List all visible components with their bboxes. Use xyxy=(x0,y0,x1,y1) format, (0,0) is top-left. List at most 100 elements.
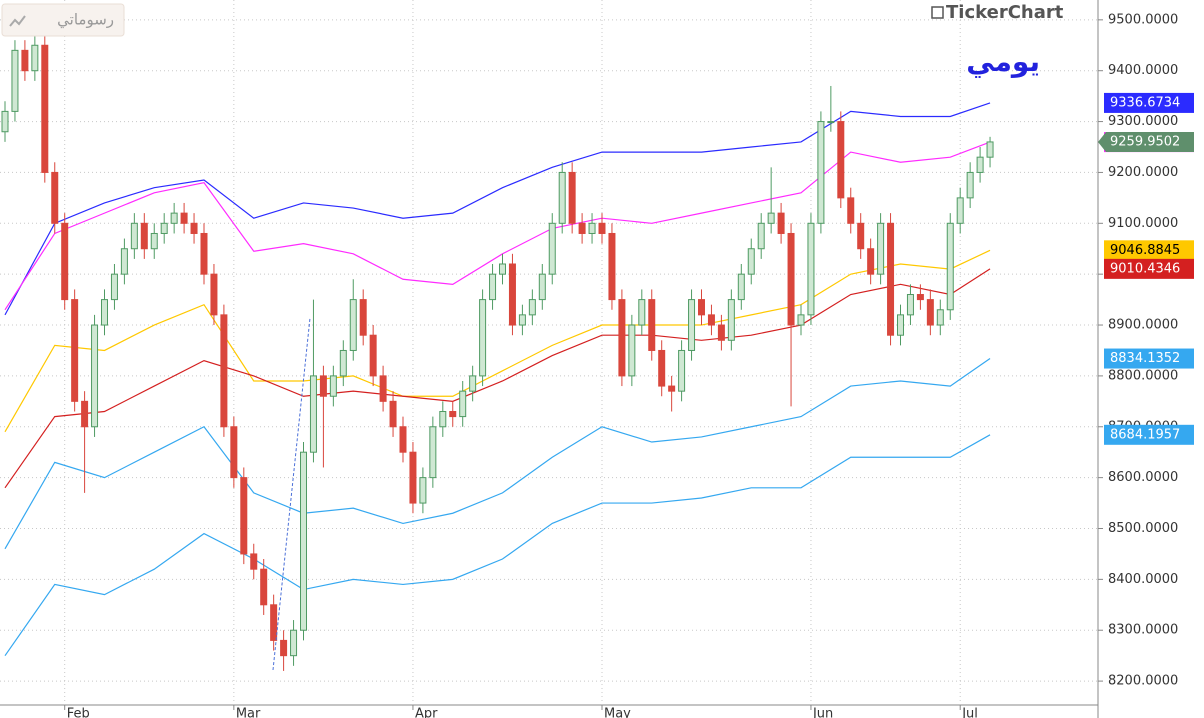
y-tick-label: 8300.0000 xyxy=(1108,623,1178,638)
candle-body xyxy=(906,294,914,316)
candle-body xyxy=(31,44,39,72)
x-tick-label: May xyxy=(604,707,631,718)
candle-body xyxy=(260,568,268,606)
price-label: 9010.4346 xyxy=(1110,261,1180,276)
candle-body xyxy=(11,49,19,112)
candle-body xyxy=(717,324,725,341)
candle-body xyxy=(936,309,944,326)
candle-body xyxy=(91,324,99,428)
candle-body xyxy=(329,375,337,397)
candle-body xyxy=(190,222,198,234)
drawings-button[interactable] xyxy=(1,3,125,37)
price-label: 8684.1957 xyxy=(1110,427,1180,442)
candle-body xyxy=(548,222,556,275)
y-tick-label: 8400.0000 xyxy=(1108,572,1178,587)
candle-body xyxy=(1,110,9,133)
x-tick-label: Mar xyxy=(236,707,261,718)
candle-body xyxy=(966,171,974,199)
y-tick-label: 9400.0000 xyxy=(1108,63,1178,78)
candle-body xyxy=(518,314,526,326)
candle-body xyxy=(439,411,447,428)
candle-body xyxy=(747,248,755,275)
candle-body xyxy=(668,385,676,392)
candle-body xyxy=(140,222,148,250)
candle-body xyxy=(200,232,208,275)
candle-body xyxy=(578,222,586,234)
candle-body xyxy=(220,314,228,428)
drawings-button-label[interactable]: رسوماتي xyxy=(57,11,114,30)
candle-body xyxy=(160,222,168,234)
band-line xyxy=(4,268,991,489)
candle-body xyxy=(867,248,875,275)
candle-body xyxy=(817,121,825,224)
candle-body xyxy=(130,222,138,250)
price-label-box xyxy=(1104,424,1194,445)
candle-body xyxy=(81,400,89,428)
candle-body xyxy=(170,212,178,224)
candle-body xyxy=(588,222,596,234)
price-label-box xyxy=(1104,240,1194,261)
candle-body xyxy=(767,212,775,224)
x-tick-label: Feb xyxy=(67,707,90,718)
candle-body xyxy=(459,390,467,418)
x-tick-label: Jul xyxy=(961,707,978,718)
y-tick-label: 8600.0000 xyxy=(1108,470,1178,485)
candle-body xyxy=(986,141,994,158)
candle-body xyxy=(688,299,696,351)
price-label: 8834.1352 xyxy=(1110,351,1180,366)
band-line xyxy=(4,434,991,657)
candle-body xyxy=(230,426,238,479)
last-price-box xyxy=(1098,131,1194,152)
candle-body xyxy=(847,197,855,224)
candle-body xyxy=(956,197,964,224)
candle-body xyxy=(180,212,188,224)
candle-body xyxy=(658,349,666,387)
candle-body xyxy=(21,49,29,72)
candle-body xyxy=(797,314,805,326)
price-label-box xyxy=(1104,258,1194,279)
y-tick-label: 9500.0000 xyxy=(1108,12,1178,27)
candle-body xyxy=(51,171,59,224)
y-tick-label: 8800.0000 xyxy=(1108,368,1178,383)
candle-body xyxy=(837,121,845,199)
candle-body xyxy=(638,299,646,326)
candle-body xyxy=(110,273,118,301)
candle-body xyxy=(877,222,885,275)
candle-body xyxy=(628,324,636,377)
candle-body xyxy=(648,299,656,351)
candle-body xyxy=(339,349,347,377)
candle-body xyxy=(309,375,317,453)
candle-body xyxy=(568,171,576,224)
candle-body xyxy=(707,314,715,326)
candle-body xyxy=(528,299,536,316)
candle-body xyxy=(479,299,487,377)
candle-body xyxy=(389,400,397,428)
candle-body xyxy=(499,263,506,275)
candle-body xyxy=(946,222,954,311)
price-label: 9046.8845 xyxy=(1110,243,1180,258)
candle-body xyxy=(300,451,307,631)
candle-body xyxy=(61,222,69,301)
candle-body xyxy=(508,263,516,326)
candle-body xyxy=(71,299,79,402)
candle-body xyxy=(976,156,984,173)
candle-body xyxy=(449,411,457,418)
candle-body xyxy=(897,314,904,336)
candle-body xyxy=(270,604,278,641)
candle-body xyxy=(608,232,616,301)
candle-body xyxy=(290,629,298,657)
drawings-icon xyxy=(9,15,26,27)
candle-body xyxy=(489,273,497,301)
candle-body xyxy=(887,222,895,336)
candle-body xyxy=(618,299,626,377)
candle-body xyxy=(598,222,606,234)
price-label-box xyxy=(1104,348,1194,369)
candle-body xyxy=(369,334,377,377)
candle-body xyxy=(827,121,835,124)
last-price-label: 9259.9502 xyxy=(1110,134,1180,149)
brand: TickerChart xyxy=(946,2,1064,23)
y-tick-label: 8200.0000 xyxy=(1108,674,1178,689)
trend-line xyxy=(272,317,311,671)
